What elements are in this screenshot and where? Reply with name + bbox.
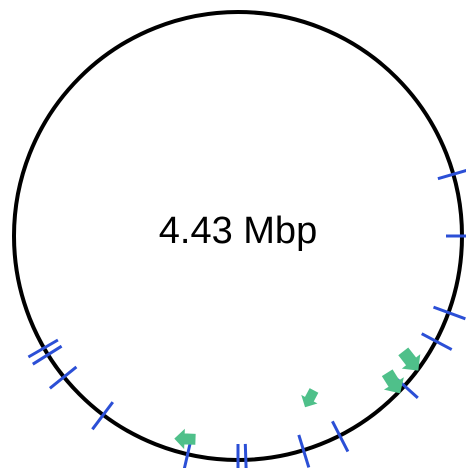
feature-tick-12 xyxy=(48,365,78,390)
arrow-feature-icon xyxy=(398,347,421,371)
feature-tick-7 xyxy=(297,434,311,468)
feature-tick-3 xyxy=(432,305,466,321)
feature-arrows xyxy=(174,347,421,450)
feature-tick-1 xyxy=(437,169,466,181)
arrow-feature-icon xyxy=(301,388,319,408)
feature-tick-14 xyxy=(27,338,59,359)
feature-tick-8 xyxy=(243,443,248,468)
feature-arrow-1 xyxy=(398,347,421,371)
feature-arrow-3 xyxy=(301,388,319,408)
feature-arrow-2 xyxy=(381,369,404,394)
feature-tick-11 xyxy=(91,401,115,431)
feature-tick-4 xyxy=(420,332,453,351)
arrow-feature-icon xyxy=(174,428,196,450)
genome-size-label: 4.43 Mbp xyxy=(158,210,318,252)
arrow-feature-icon xyxy=(381,369,404,394)
feature-arrow-4 xyxy=(174,428,196,450)
feature-tick-6 xyxy=(331,420,350,453)
feature-tick-13 xyxy=(32,344,63,366)
